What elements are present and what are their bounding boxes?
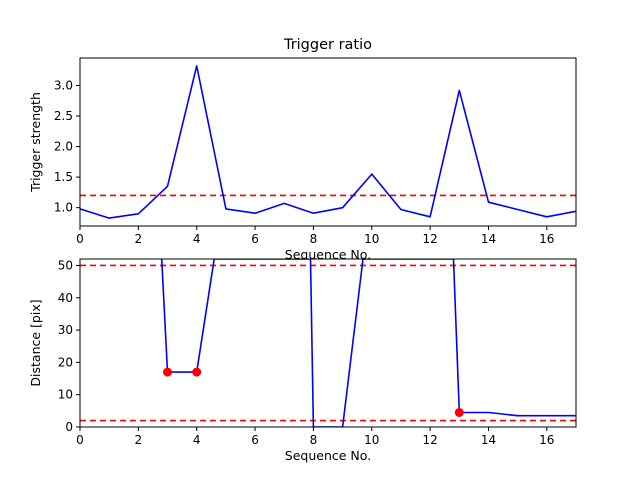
plot-background: [80, 259, 576, 427]
x-tick-label: 6: [251, 433, 259, 447]
x-tick-label: 10: [364, 433, 379, 447]
chart-title: Trigger ratio: [283, 37, 372, 53]
y-tick-label: 50: [58, 258, 73, 272]
plot-area: [80, 259, 576, 427]
x-tick-label: 16: [539, 232, 554, 246]
x-tick-label: 0: [76, 433, 84, 447]
x-tick-label: 14: [481, 232, 496, 246]
y-tick-label: 10: [58, 388, 73, 402]
y-tick-label: 3.0: [54, 78, 73, 92]
chart-panel-2: 0 2 4 6 8 10 12 14 16 0 10 20 30 40 50 Sequence No. Dist…: [28, 258, 577, 463]
data-point-marker: [192, 367, 202, 377]
data-point-marker: [454, 407, 464, 417]
y-tick-label: 30: [58, 323, 73, 337]
y-tick-label: 1.5: [54, 170, 73, 184]
x-tick-label: 4: [193, 433, 201, 447]
data-point-marker: [163, 367, 173, 377]
y-tick-label: 1.0: [54, 201, 73, 215]
series-line: [160, 259, 576, 427]
plot-frame: [79, 57, 577, 227]
x-tick-label: 14: [481, 433, 496, 447]
y-tick-label: 40: [58, 291, 73, 305]
x-tick-label: 2: [135, 232, 143, 246]
plot-area: [80, 65, 576, 219]
y-tick-label: 2.0: [54, 140, 73, 154]
x-tick-label: 8: [310, 232, 318, 246]
x-tick-label: 2: [135, 433, 143, 447]
x-tick-label: 4: [193, 232, 201, 246]
series-line: [80, 65, 576, 219]
y-tick-label: 20: [58, 355, 73, 369]
plot-background: [80, 58, 576, 226]
chart-panel-1: 0 2 4 6 8 10 12 14 16 1.0 1.5 2.0 2.5 3.0 Trigger rati…: [28, 37, 577, 262]
x-tick-label: 12: [422, 232, 437, 246]
x-tick-label: 0: [76, 232, 84, 246]
x-tick-label: 10: [364, 232, 379, 246]
plot-frame: [79, 258, 577, 428]
x-axis-label: Sequence No.: [285, 247, 371, 262]
y-axis-label: Distance [pix]: [28, 299, 43, 386]
y-axis-label: Trigger strength: [28, 92, 43, 193]
y-tick-label: 2.5: [54, 109, 73, 123]
x-tick-label: 8: [310, 433, 318, 447]
x-axis-label: Sequence No.: [285, 448, 371, 463]
x-tick-label: 16: [539, 433, 554, 447]
x-tick-label: 12: [422, 433, 437, 447]
y-tick-label: 0: [65, 420, 73, 434]
x-tick-label: 6: [251, 232, 259, 246]
